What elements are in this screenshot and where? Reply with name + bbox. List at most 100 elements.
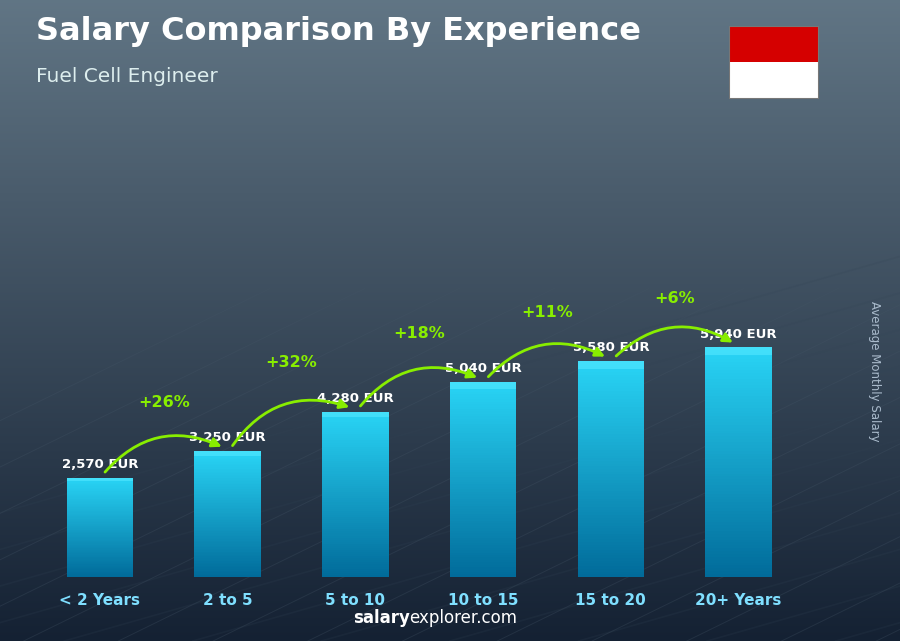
Bar	[194, 539, 261, 541]
Bar	[706, 522, 772, 525]
Bar	[194, 528, 261, 530]
Bar	[578, 404, 644, 407]
Bar	[194, 570, 261, 572]
Bar	[706, 511, 772, 514]
Bar	[578, 420, 644, 423]
Bar	[450, 555, 517, 558]
Bar	[67, 494, 133, 495]
Bar	[578, 380, 644, 383]
Bar	[67, 531, 133, 532]
Bar	[706, 505, 772, 508]
Bar	[67, 521, 133, 522]
Bar	[67, 542, 133, 544]
Bar	[194, 451, 261, 453]
Bar	[194, 569, 261, 570]
Bar	[706, 557, 772, 560]
Bar	[450, 550, 517, 553]
Bar	[578, 429, 644, 431]
Bar	[322, 455, 389, 457]
Bar	[194, 553, 261, 555]
Bar	[578, 423, 644, 426]
Bar	[194, 489, 261, 490]
Bar	[322, 523, 389, 525]
Bar	[194, 535, 261, 536]
Bar	[67, 481, 133, 483]
Bar	[450, 460, 517, 463]
Bar	[706, 569, 772, 571]
Bar	[194, 533, 261, 535]
Bar	[706, 548, 772, 551]
Bar	[322, 562, 389, 565]
Bar	[67, 562, 133, 563]
Bar	[67, 509, 133, 510]
Bar	[67, 538, 133, 540]
Bar	[322, 474, 389, 476]
Bar	[322, 556, 389, 558]
Bar	[450, 519, 517, 521]
Bar	[450, 477, 517, 479]
Bar	[578, 504, 644, 507]
Bar	[578, 383, 644, 386]
Bar	[729, 26, 819, 62]
Text: Salary Comparison By Experience: Salary Comparison By Experience	[36, 16, 641, 47]
Bar	[450, 472, 517, 475]
Bar	[67, 495, 133, 496]
Bar	[450, 487, 517, 489]
Bar	[322, 479, 389, 482]
Bar	[450, 535, 517, 538]
Bar	[322, 418, 389, 420]
Bar	[322, 531, 389, 533]
Bar	[578, 483, 644, 485]
Bar	[706, 376, 772, 379]
Bar	[578, 469, 644, 472]
Bar	[194, 545, 261, 547]
Bar	[578, 456, 644, 458]
Bar	[67, 548, 133, 549]
Bar	[450, 504, 517, 506]
Bar	[450, 451, 517, 453]
Bar	[706, 370, 772, 373]
Bar	[450, 470, 517, 472]
Bar	[450, 521, 517, 523]
Bar	[194, 485, 261, 486]
Bar	[578, 542, 644, 545]
Bar	[578, 391, 644, 394]
Bar	[322, 420, 389, 422]
Bar	[706, 431, 772, 433]
Bar	[706, 433, 772, 437]
Bar	[450, 538, 517, 540]
Text: 20+ Years: 20+ Years	[696, 593, 782, 608]
Bar	[578, 461, 644, 463]
Bar	[322, 540, 389, 542]
Bar	[194, 497, 261, 499]
Bar	[194, 453, 261, 454]
Bar	[706, 534, 772, 537]
Bar	[67, 519, 133, 520]
Bar	[450, 424, 517, 426]
Bar	[578, 566, 644, 569]
Bar	[322, 469, 389, 472]
Bar	[194, 458, 261, 459]
Bar	[450, 438, 517, 440]
Bar	[706, 525, 772, 528]
Bar	[706, 497, 772, 499]
Bar	[322, 465, 389, 467]
Bar	[706, 494, 772, 497]
Bar	[67, 503, 133, 504]
Bar	[194, 499, 261, 500]
Bar	[322, 567, 389, 569]
Bar	[706, 479, 772, 482]
Bar	[322, 428, 389, 430]
Text: 2 to 5: 2 to 5	[202, 593, 252, 608]
Bar	[706, 540, 772, 542]
Bar	[194, 513, 261, 514]
Bar	[67, 541, 133, 542]
Bar	[322, 435, 389, 437]
Bar	[67, 547, 133, 548]
Bar	[578, 515, 644, 518]
Bar	[322, 511, 389, 513]
Bar	[450, 394, 517, 397]
Bar	[322, 415, 389, 418]
Bar	[706, 347, 772, 356]
Bar	[322, 459, 389, 461]
